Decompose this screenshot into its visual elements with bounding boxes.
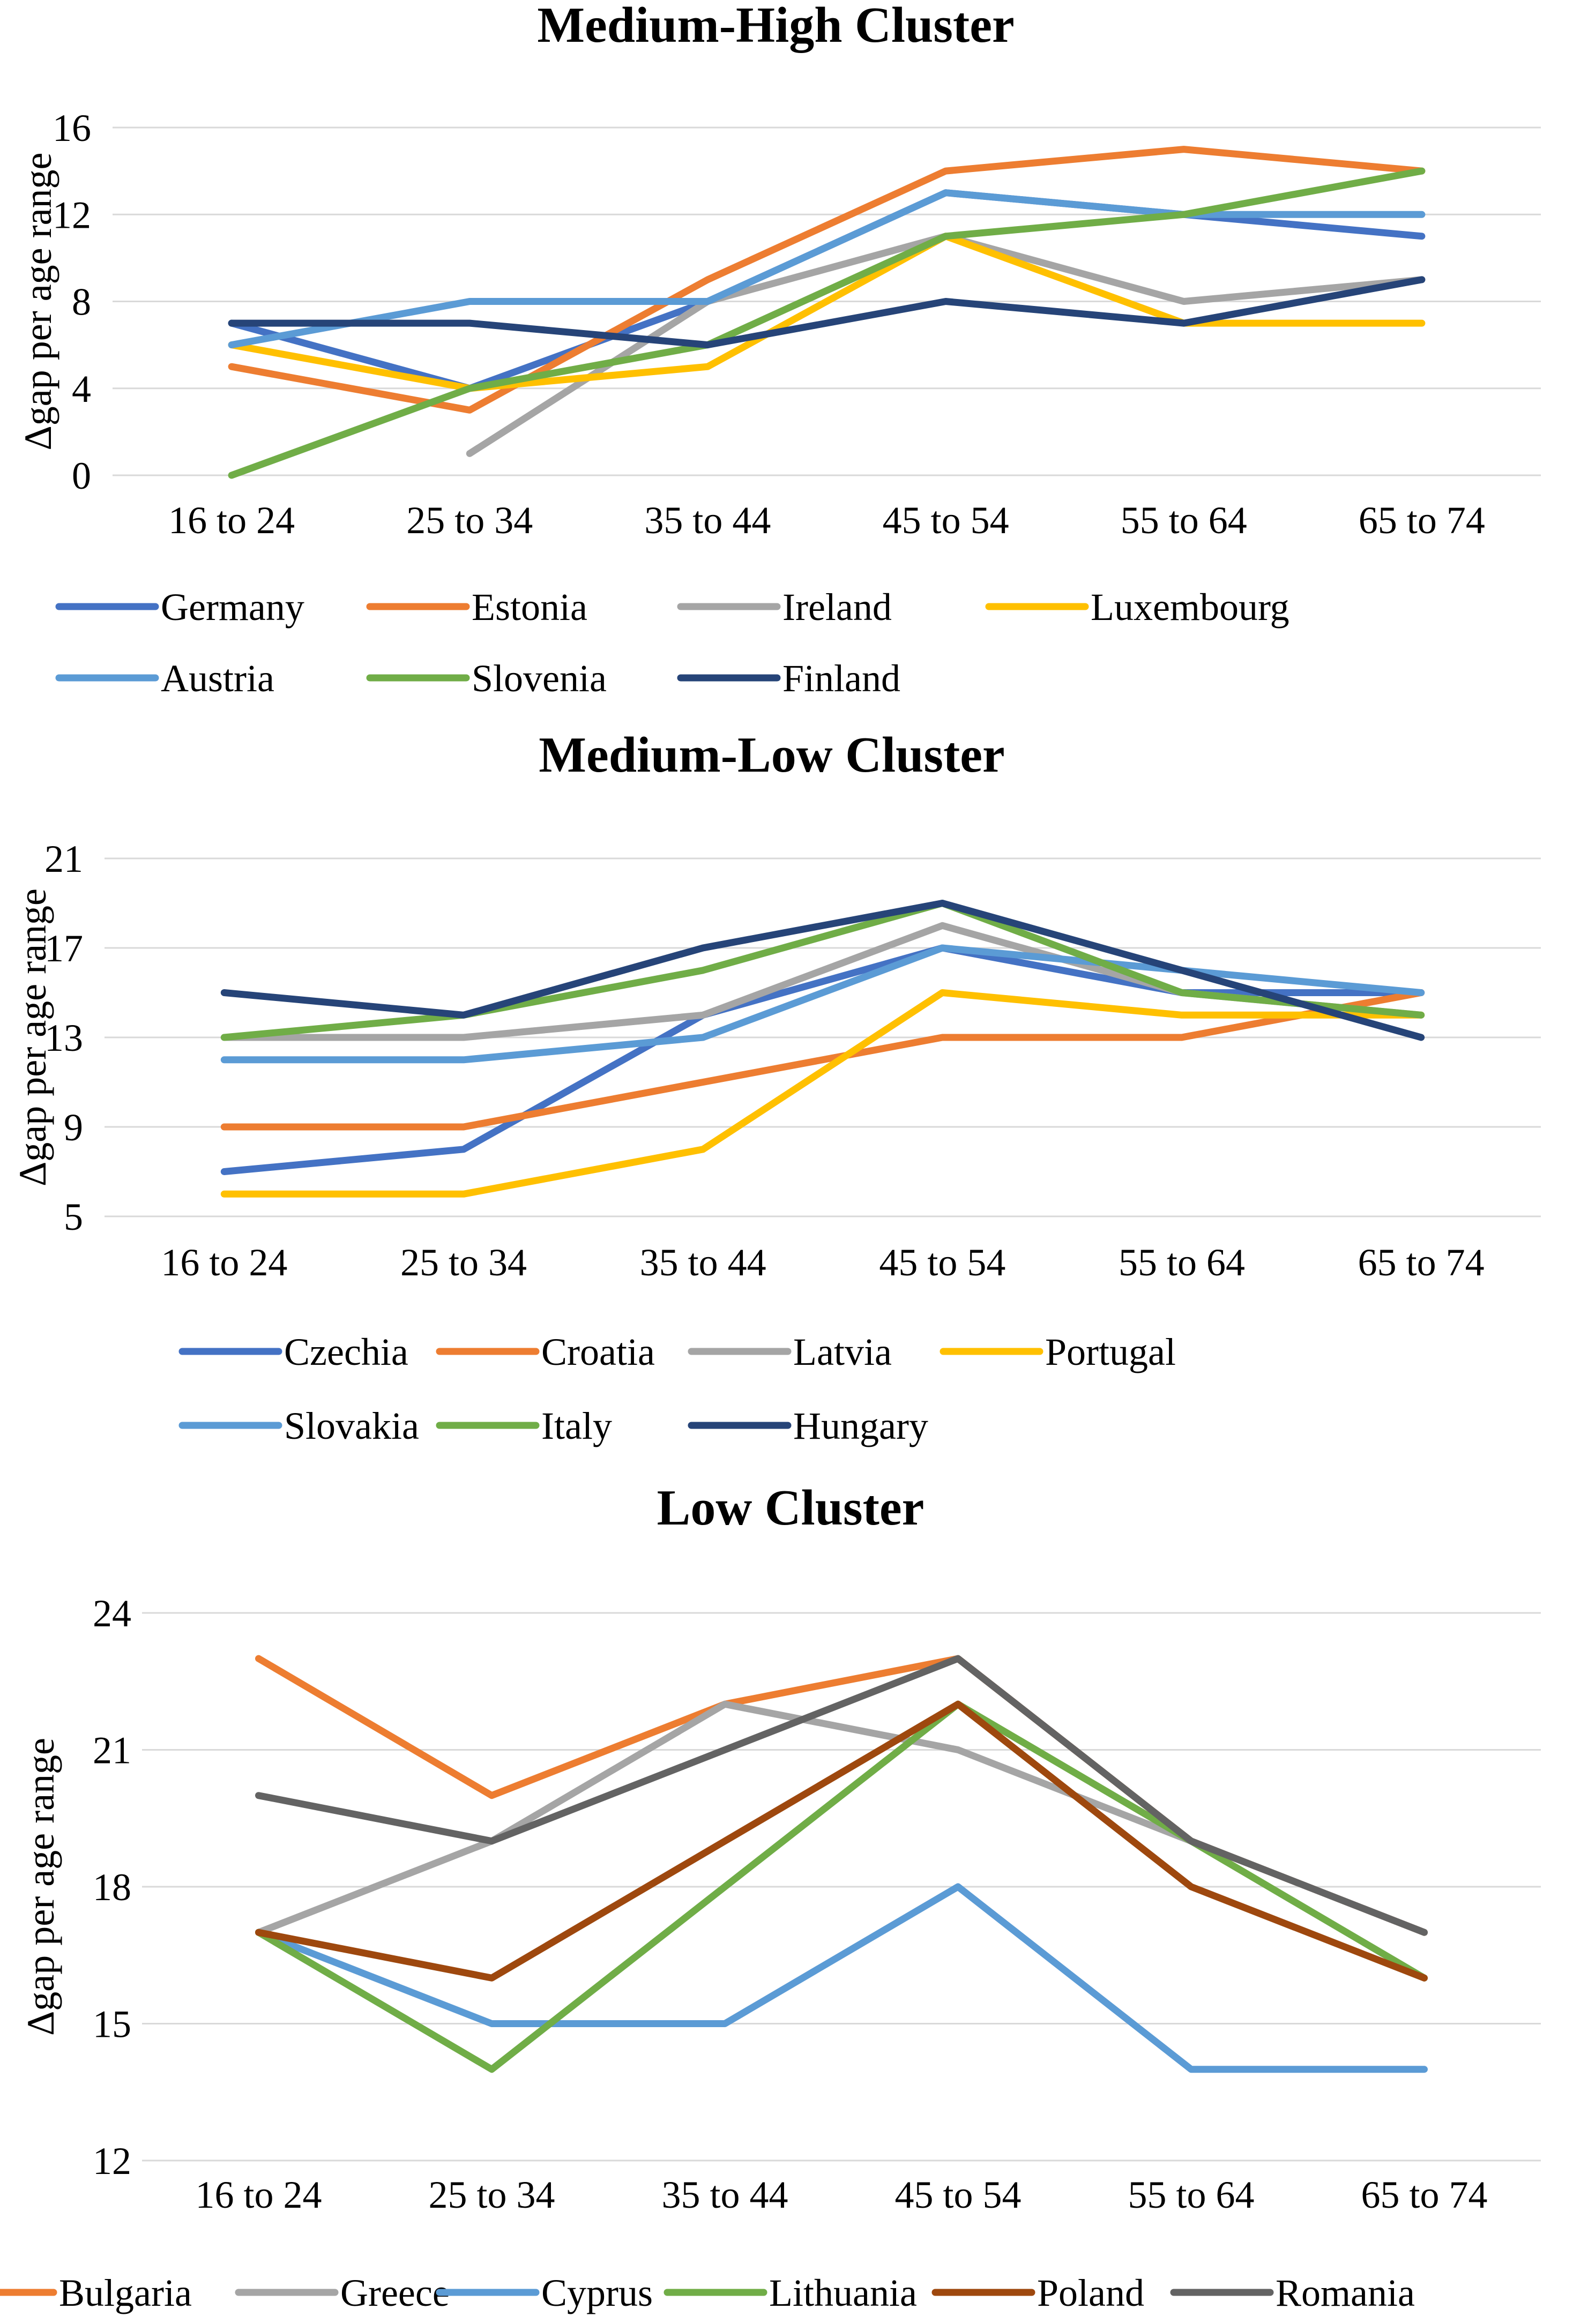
series-line-greece — [255, 1700, 1428, 1936]
y-tick-label: 4 — [72, 368, 91, 410]
x-tick-label: 55 to 64 — [1128, 2173, 1254, 2216]
legend-label-bulgaria: Bulgaria — [59, 2271, 192, 2314]
series-line-croatia — [220, 989, 1425, 1131]
legend-label-lithuania: Lithuania — [769, 2271, 917, 2314]
legend-label-latvia: Latvia — [793, 1331, 892, 1373]
series-line-finland — [228, 276, 1426, 349]
y-tick-label: 9 — [64, 1106, 83, 1149]
legend-label-slovenia: Slovenia — [472, 657, 607, 700]
legend-label-cyprus: Cyprus — [541, 2271, 653, 2314]
y-tick-label: 21 — [93, 1729, 131, 1772]
y-tick-label: 17 — [44, 927, 83, 970]
legend-label-czechia: Czechia — [284, 1331, 408, 1373]
series-line-italy — [220, 900, 1425, 1041]
y-tick-label: 18 — [93, 1866, 131, 1909]
chart-low-cluster: Low Cluster 12 15 18 21 24 16 to 24 25 to 34 35 … — [0, 1480, 1541, 2314]
y-tick-label: 12 — [53, 193, 91, 236]
legend-label-finland: Finland — [782, 657, 900, 700]
legend-label-poland: Poland — [1037, 2271, 1144, 2314]
chart-title: Medium-High Cluster — [537, 0, 1014, 53]
x-tick-label: 25 to 34 — [406, 499, 533, 542]
x-tick-label: 65 to 74 — [1361, 2173, 1487, 2216]
y-tick-label: 16 — [53, 107, 91, 150]
y-axis-label: Δgap per age range — [17, 153, 59, 451]
chart-title: Medium-Low Cluster — [539, 727, 1004, 783]
x-tick-label: 16 to 24 — [168, 499, 295, 542]
y-tick-label: 0 — [72, 454, 91, 497]
x-tick-label: 55 to 64 — [1121, 499, 1247, 542]
legend-label-estonia: Estonia — [472, 586, 587, 629]
legend-label-luxembourg: Luxembourg — [1091, 586, 1289, 629]
x-tick-label: 45 to 54 — [883, 499, 1009, 542]
legend-label-greece: Greece — [340, 2271, 450, 2314]
x-tick-label: 16 to 24 — [195, 2173, 322, 2216]
y-tick-label: 12 — [93, 2140, 131, 2183]
series-line-czechia — [220, 944, 1425, 1175]
y-tick-label: 15 — [93, 2003, 131, 2046]
x-tick-label: 35 to 44 — [640, 1241, 766, 1284]
legend-label-hungary: Hungary — [793, 1404, 928, 1447]
x-tick-label: 65 to 74 — [1359, 499, 1485, 542]
x-tick-label: 35 to 44 — [661, 2173, 788, 2216]
legend-label-austria: Austria — [161, 657, 274, 700]
y-tick-label: 8 — [72, 281, 91, 324]
series-line-slovenia — [228, 167, 1426, 479]
y-axis-label: Δgap per age range — [19, 1738, 62, 2036]
series-line-slovakia — [220, 944, 1425, 1064]
series-line-cyprus — [255, 1883, 1428, 2073]
chart-title: Low Cluster — [657, 1480, 925, 1536]
chart-medium-high-cluster: Medium-High Cluster 0 4 8 12 16 16 to 24 25 to … — [17, 0, 1541, 700]
y-tick-label: 24 — [93, 1592, 131, 1635]
series-line-poland — [255, 1700, 1428, 1982]
y-tick-label: 5 — [64, 1195, 83, 1238]
series-line-austria — [228, 189, 1426, 349]
legend-label-slovakia: Slovakia — [284, 1404, 419, 1447]
x-tick-label: 65 to 74 — [1358, 1241, 1485, 1284]
series-line-luxembourg — [228, 233, 1426, 392]
x-tick-label: 25 to 34 — [400, 1241, 527, 1284]
x-tick-label: 45 to 54 — [894, 2173, 1021, 2216]
legend-label-ireland: Ireland — [782, 586, 892, 629]
x-tick-label: 16 to 24 — [161, 1241, 287, 1284]
legend-label-germany: Germany — [161, 586, 304, 629]
series-line-romania — [255, 1655, 1428, 1936]
x-tick-label: 25 to 34 — [428, 2173, 555, 2216]
legend-label-romania: Romania — [1276, 2271, 1415, 2314]
series-line-ireland — [466, 233, 1426, 457]
series-line-portugal — [220, 989, 1425, 1198]
x-tick-label: 45 to 54 — [879, 1241, 1005, 1284]
series-line-lithuania — [255, 1700, 1428, 2073]
y-axis-label: Δgap per age range — [11, 888, 54, 1186]
y-tick-label: 21 — [44, 838, 83, 880]
legend-label-croatia: Croatia — [541, 1331, 655, 1373]
legend-label-portugal: Portugal — [1045, 1331, 1176, 1373]
x-tick-label: 55 to 64 — [1119, 1241, 1245, 1284]
legend-label-italy: Italy — [541, 1404, 612, 1447]
series-line-hungary — [220, 900, 1425, 1041]
y-tick-label: 13 — [44, 1017, 83, 1059]
chart-medium-low-cluster: Medium-Low Cluster 5 9 13 17 21 16 to 24 25 to … — [11, 727, 1541, 1447]
x-tick-label: 35 to 44 — [644, 499, 771, 542]
